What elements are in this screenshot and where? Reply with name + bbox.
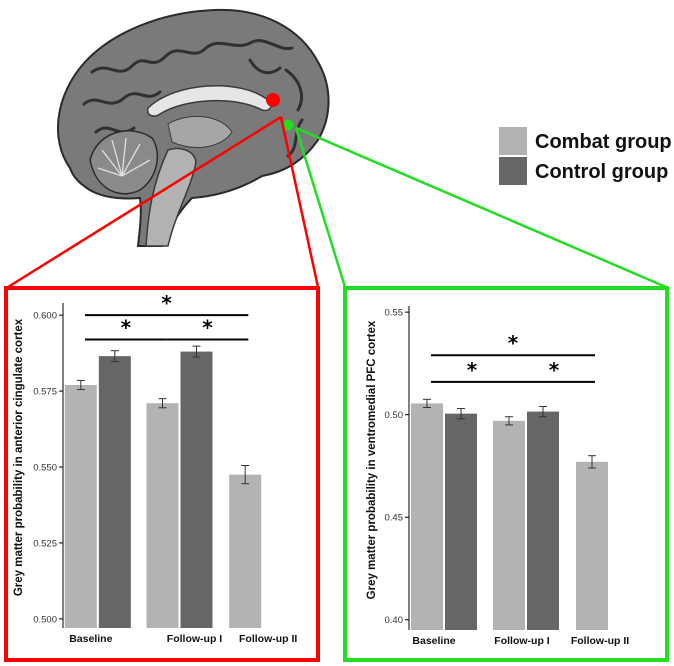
bar-control-follow-up-i: [527, 411, 559, 630]
corpus-callosum: [146, 85, 272, 117]
bar-control-baseline: [445, 413, 477, 630]
acc-roi-marker: [266, 93, 280, 107]
y-tick-label: 0.50: [385, 410, 404, 421]
acc-panel-frame: [4, 286, 320, 662]
y-tick-label: 0.575: [33, 387, 57, 398]
error-bar: [539, 405, 547, 418]
error-bar: [192, 345, 201, 358]
x-tick-label: Baseline: [69, 633, 112, 645]
y-tick-label: 0.525: [33, 538, 57, 549]
x-tick-label: Follow-up II: [571, 635, 629, 647]
thalamus: [167, 115, 233, 148]
acc-bar-chart: 0.500 0.525 0.550 0.575 0.600 Grey matter pro…: [13, 291, 297, 645]
error-bar: [241, 465, 250, 485]
error-bar: [505, 416, 513, 426]
error-bar: [423, 398, 431, 409]
brain-sagittal-slice-icon: [57, 8, 330, 247]
bar-combat-follow-up-i: [493, 420, 525, 630]
x-tick-label: Follow-up II: [239, 633, 297, 645]
y-tick-label: 0.55: [385, 308, 404, 319]
y-tick-label: 0.40: [385, 615, 404, 626]
legend-item-control: Control group: [499, 157, 668, 185]
error-bar: [588, 455, 596, 469]
x-tick-label: Baseline: [412, 635, 455, 647]
y-tick-label: 0.550: [33, 463, 57, 474]
legend-swatch-combat: [499, 127, 527, 155]
cerebellum-folia: [97, 137, 151, 177]
significance-star: *: [549, 358, 560, 382]
significance-star: *: [161, 291, 172, 315]
bar-combat-baseline: [411, 403, 443, 630]
bar-control-follow-up-i: [180, 351, 213, 628]
y-tick-label: 0.600: [33, 311, 57, 322]
significance-star: *: [467, 358, 478, 382]
error-bar: [457, 408, 465, 420]
legend-item-combat: Combat group: [499, 127, 672, 155]
significance-star: *: [121, 315, 132, 339]
bar-combat-baseline: [64, 385, 97, 628]
error-bar: [110, 350, 119, 363]
error-bar: [158, 398, 167, 409]
bar-control-baseline: [98, 356, 131, 628]
vmpfc-roi-marker: [282, 119, 294, 131]
y-axis-label: Grey matter probability in anterior cing…: [13, 318, 25, 596]
bar-combat-follow-up-i: [146, 403, 179, 628]
x-tick-label: Follow-up I: [494, 635, 549, 647]
legend-label-combat: Combat group: [535, 131, 672, 153]
legend-swatch-control: [499, 157, 527, 185]
brain-gyri: [82, 39, 304, 158]
vmpfc-bar-chart: 0.40 0.45 0.50 0.55 Grey matter probability …: [366, 306, 629, 647]
x-tick-label: Follow-up I: [167, 633, 222, 645]
significance-star: *: [508, 331, 519, 355]
vmpfc-panel-frame: [343, 286, 669, 662]
legend: Combat group Control group: [499, 127, 672, 185]
y-tick-label: 0.45: [385, 513, 404, 524]
y-axis-label: Grey matter probability in ventromedial …: [366, 320, 378, 599]
bar-combat-follow-up-ii: [576, 461, 608, 630]
legend-label-control: Control group: [535, 161, 668, 183]
vmpfc-connector-lines: [294, 126, 667, 289]
significance-star: *: [202, 315, 213, 339]
acc-connector-lines: [7, 115, 320, 289]
y-tick-label: 0.500: [33, 614, 57, 625]
error-bar: [76, 379, 85, 391]
bar-combat-follow-up-ii: [229, 474, 262, 628]
